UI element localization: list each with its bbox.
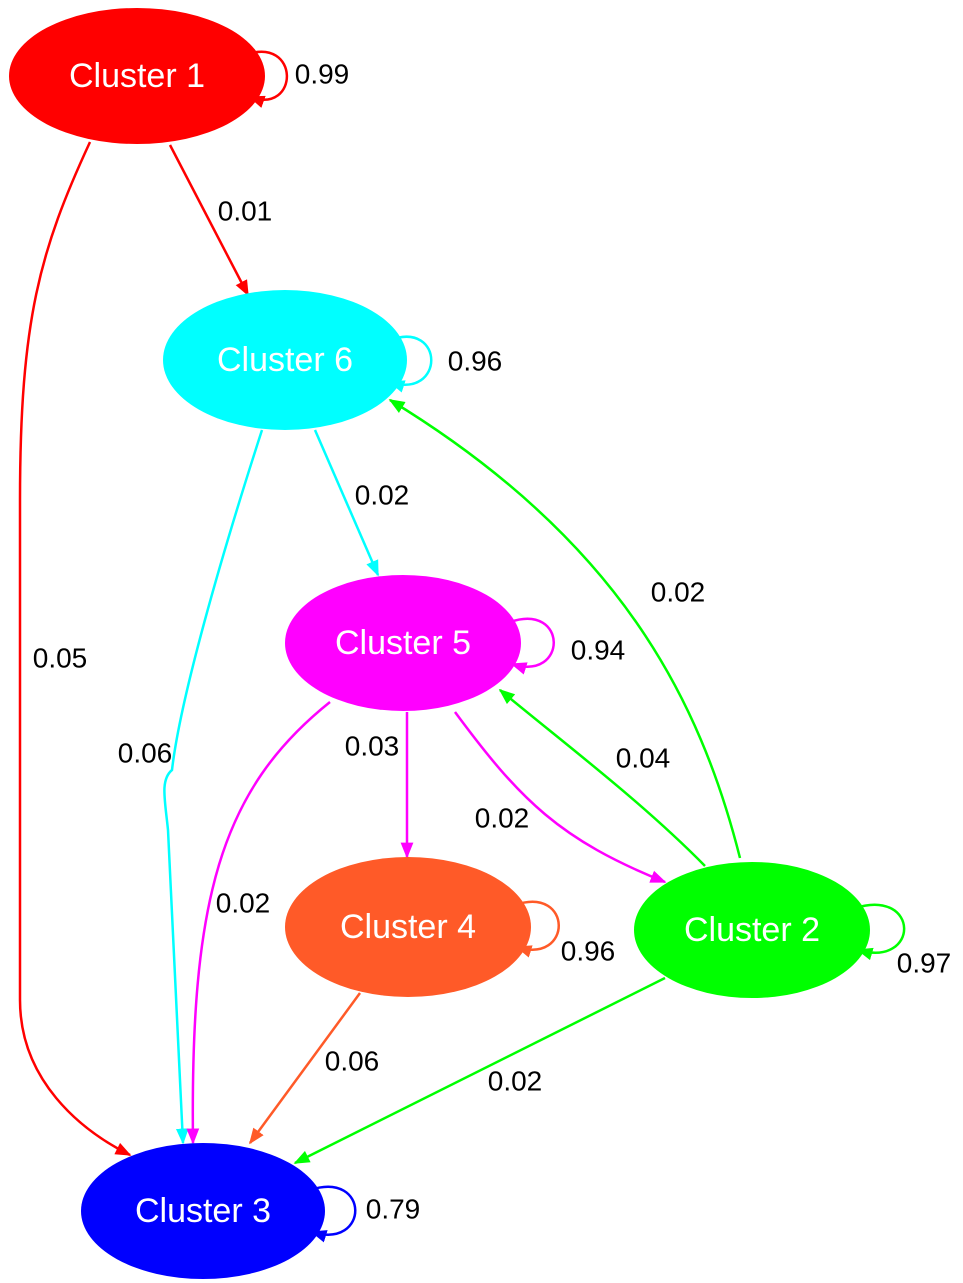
- edge-label: 0.94: [571, 634, 626, 665]
- edge-label: 0.97: [897, 947, 952, 978]
- node-label: Cluster 1: [69, 57, 205, 95]
- node-label: Cluster 5: [335, 624, 471, 662]
- node-label: Cluster 2: [684, 911, 820, 949]
- edge: [498, 688, 706, 867]
- node-label: Cluster 4: [340, 908, 476, 946]
- edge-label: 0.02: [216, 887, 271, 918]
- edge: [186, 701, 331, 1145]
- node: [285, 575, 521, 711]
- edge-label: 0.03: [345, 730, 400, 761]
- edge: [309, 1185, 357, 1243]
- edge-label: 0.06: [325, 1045, 380, 1076]
- edge: [388, 335, 433, 393]
- edge: [168, 144, 250, 297]
- node: [163, 290, 407, 430]
- edge-label: 0.04: [616, 742, 671, 773]
- edge-label: 0.02: [475, 802, 530, 833]
- edge-label: 0.02: [355, 479, 410, 510]
- edge: [244, 50, 289, 108]
- edge: [453, 711, 667, 884]
- edge: [248, 992, 362, 1145]
- edge-label: 0.96: [448, 345, 503, 376]
- edge: [313, 429, 380, 577]
- edge-label: 0.96: [561, 935, 616, 966]
- edge: [509, 617, 555, 675]
- edge: [854, 903, 906, 961]
- node: [81, 1143, 325, 1279]
- edge: [293, 976, 666, 1165]
- node-label: Cluster 3: [135, 1192, 271, 1230]
- node: [9, 8, 265, 144]
- edge: [18, 141, 132, 1157]
- edge: [163, 429, 264, 1145]
- edge-label: 0.99: [295, 58, 350, 89]
- edge-label: 0.02: [488, 1065, 543, 1096]
- edge: [514, 900, 560, 958]
- edge-label: 0.79: [366, 1193, 421, 1224]
- node: [285, 857, 531, 997]
- edge-label: 0.06: [118, 737, 173, 768]
- edge-label: 0.02: [651, 576, 706, 607]
- edge: [388, 398, 742, 859]
- edge-label: 0.05: [33, 642, 88, 673]
- edge-label: 0.01: [218, 195, 273, 226]
- node-label: Cluster 6: [217, 341, 353, 379]
- node: [634, 862, 870, 998]
